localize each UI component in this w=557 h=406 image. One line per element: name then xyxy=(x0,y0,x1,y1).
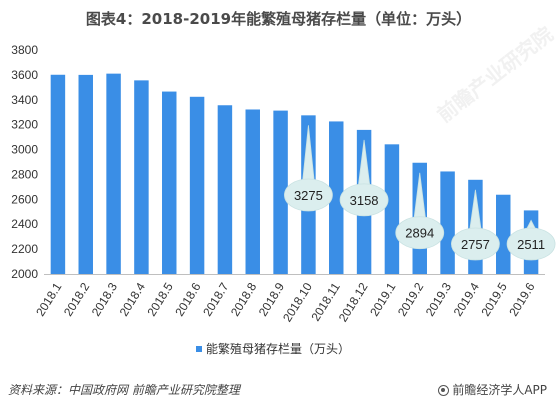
y-axis: 2000 2200 2400 2600 2800 3000 3200 3400 3600 3800 xyxy=(11,43,38,281)
bar xyxy=(217,105,233,275)
x-tick-label: 2018.1 xyxy=(33,280,64,319)
data-label: 2757 xyxy=(461,237,490,252)
brand-logo-icon xyxy=(438,385,450,396)
bar xyxy=(134,80,149,274)
callout-bubble xyxy=(395,216,445,250)
brand-text: 前瞻经济学人APP xyxy=(452,383,547,397)
y-tick-label: 2000 xyxy=(11,267,38,281)
y-tick-label: 2200 xyxy=(11,242,38,256)
brand-credit: 前瞻经济学人APP xyxy=(438,381,547,398)
callout: 2894 xyxy=(395,172,445,250)
x-tick-label: 2019.6 xyxy=(506,280,537,319)
x-tick-label: 2018.6 xyxy=(172,280,203,319)
x-axis: 2018.12018.22018.32018.42018.52018.62018… xyxy=(33,274,545,324)
source-note: 资料来源：中国政府网 前瞻产业研究院整理 xyxy=(8,383,240,397)
x-tick-label: 2018.8 xyxy=(228,280,259,319)
legend-swatch xyxy=(196,346,202,352)
bar xyxy=(245,109,260,275)
y-tick-label: 3800 xyxy=(11,43,38,57)
y-tick-label: 3200 xyxy=(11,118,38,132)
y-tick-label: 2400 xyxy=(11,217,38,231)
legend-label: 能繁殖母猪存栏量（万头） xyxy=(206,341,350,356)
bar xyxy=(273,110,288,274)
callout-bubble xyxy=(284,178,333,212)
x-tick-label: 2019.1 xyxy=(367,280,398,319)
x-tick-label: 2018.7 xyxy=(200,280,231,319)
y-tick-label: 2800 xyxy=(11,167,38,181)
x-tick-label: 2018.4 xyxy=(117,280,148,319)
callout-bubble xyxy=(506,227,556,261)
y-tick-label: 3600 xyxy=(11,68,38,82)
callout-bubble xyxy=(339,183,389,217)
x-tick-label: 2018.3 xyxy=(89,280,120,319)
y-tick-label: 3400 xyxy=(11,93,38,107)
callout: 3275 xyxy=(284,125,333,212)
data-label: 2511 xyxy=(517,237,545,252)
bar xyxy=(440,171,455,274)
chart-title: 图表4：2018-2019年能繁殖母猪存栏量（单位：万头） xyxy=(85,10,472,28)
bar xyxy=(162,91,177,274)
y-tick-label: 3000 xyxy=(11,143,38,157)
x-tick-label: 2018.2 xyxy=(61,280,92,319)
x-tick-label: 2019.5 xyxy=(478,280,509,319)
bar xyxy=(384,144,400,274)
bar xyxy=(329,121,344,274)
x-tick-label: 2019.2 xyxy=(395,280,426,319)
bar xyxy=(50,74,66,275)
bar xyxy=(106,73,121,275)
x-tick-label: 2019.3 xyxy=(423,280,454,319)
data-label: 2894 xyxy=(405,226,434,241)
y-tick-label: 2600 xyxy=(11,192,38,206)
x-tick-label: 2018.5 xyxy=(144,280,175,319)
bar xyxy=(78,74,93,274)
callouts: 3275 3158 2894 2757 2511 xyxy=(284,125,556,261)
callout: 3158 xyxy=(339,139,389,217)
legend: 能繁殖母猪存栏量（万头） xyxy=(196,341,350,356)
callout: 2511 xyxy=(506,219,556,261)
x-tick-label: 2019.4 xyxy=(451,280,482,319)
data-label: 3158 xyxy=(350,193,379,208)
callout-bubble xyxy=(451,227,500,261)
callout: 2757 xyxy=(451,189,500,261)
data-label: 3275 xyxy=(294,188,323,203)
bar xyxy=(496,194,511,274)
bar xyxy=(189,96,205,275)
